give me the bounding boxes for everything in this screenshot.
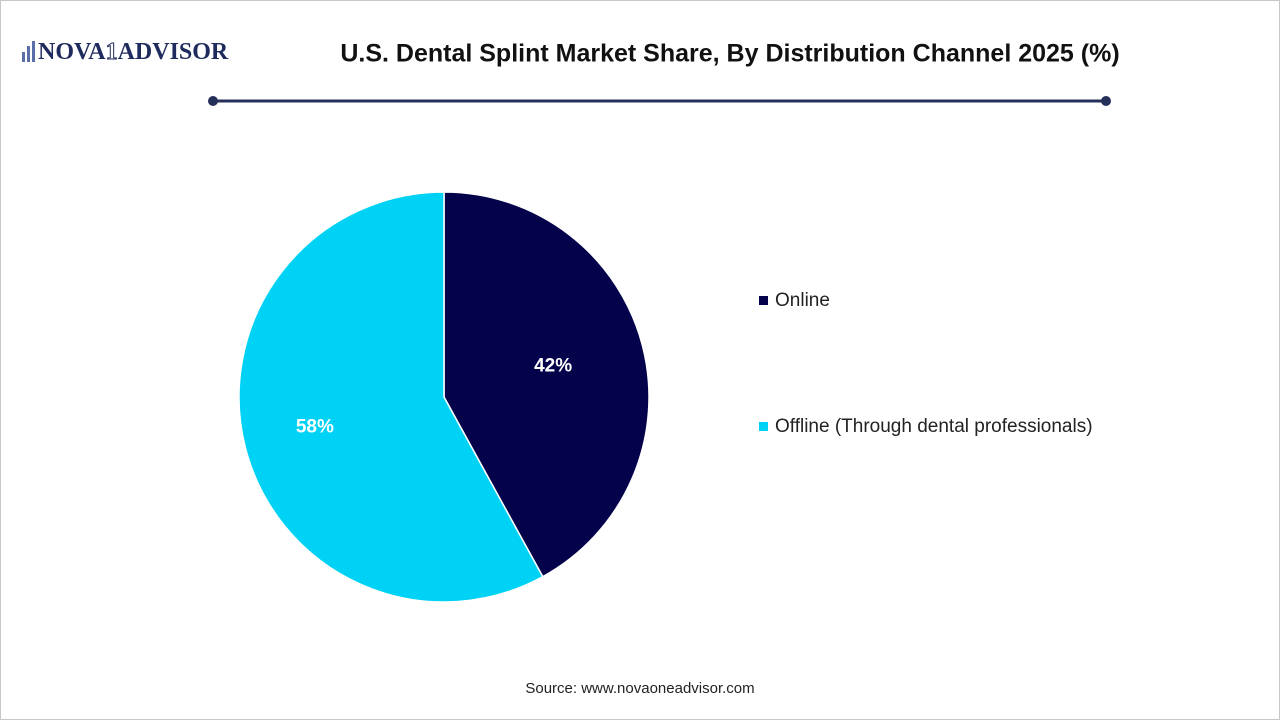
logo-text: NOVA1ADVISOR [38,39,229,65]
legend-label: Offline (Through dental professionals) [775,416,1093,437]
logo-bar [32,41,35,62]
value-label: 42% [534,355,572,376]
logo: NOVA1ADVISOR [22,38,229,65]
legend-swatch [759,422,768,431]
logo-right: ADVISOR [118,39,229,65]
source: Source: www.novaoneadvisor.com [525,680,754,697]
logo-mark: 1 [106,39,118,65]
legend-swatch [759,296,768,305]
pie-slice [443,191,650,578]
chart-title: U.S. Dental Splint Market Share, By Dist… [340,40,1119,68]
pie-slice [238,191,544,603]
logo-left: NOVA [38,39,106,65]
logo-bar [22,52,25,62]
value-label: 58% [296,417,334,438]
rule-dot [1101,96,1111,106]
rule-dot [208,96,218,106]
legend-label: Online [775,290,830,311]
logo-bar [27,46,30,62]
